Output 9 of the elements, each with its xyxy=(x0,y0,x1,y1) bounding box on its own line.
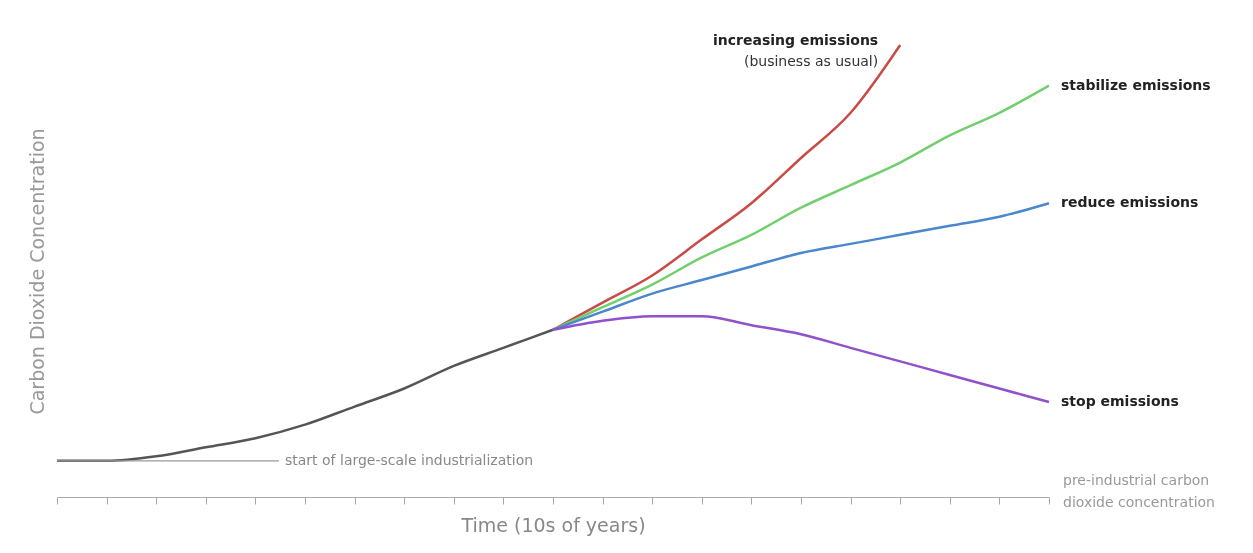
x-axis-title: Time (10s of years) xyxy=(460,513,646,536)
text: pre-industrial carbon dioxide concentration xyxy=(1063,472,1215,510)
series-label: stabilize emissions xyxy=(1061,76,1211,93)
series-label: reduce emissions xyxy=(1061,194,1199,211)
annotation: start of large-scale industrialization xyxy=(285,451,534,468)
series-label: stop emissions xyxy=(1061,393,1179,410)
annotation: (business as usual) xyxy=(743,53,879,69)
series-label: increasing emissions xyxy=(713,32,879,48)
y-axis-title: Carbon Dioxide Concentration xyxy=(25,128,48,415)
